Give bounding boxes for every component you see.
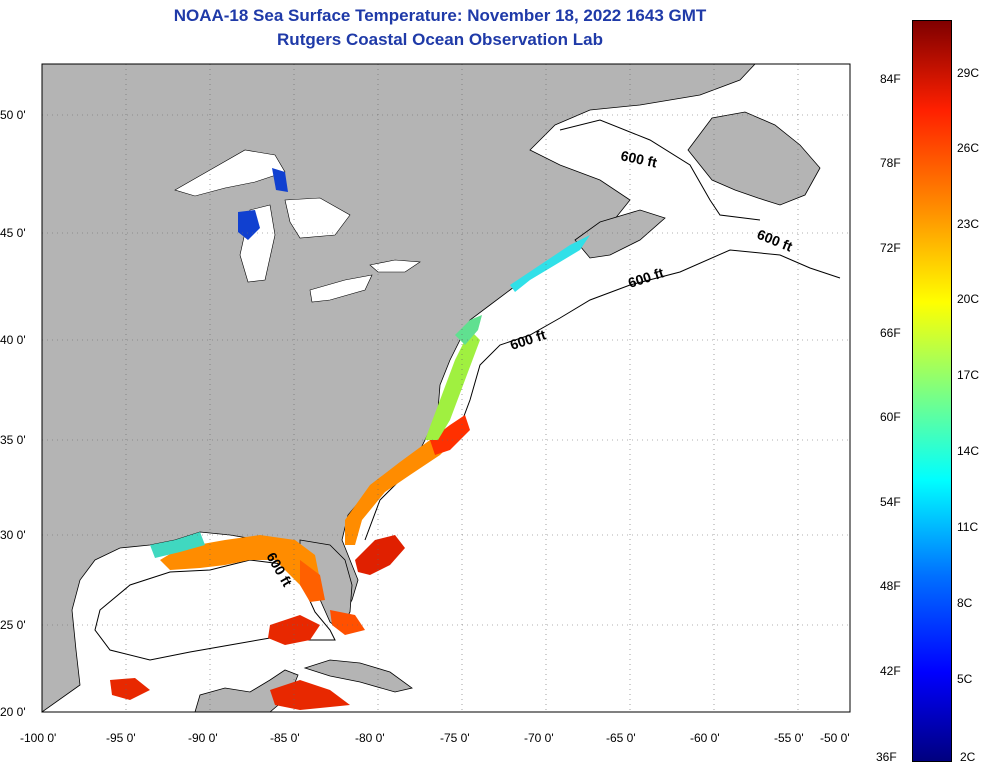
colorbar-c-label: 2C	[960, 750, 976, 764]
nova-scotia-land	[574, 209, 666, 259]
colorbar-c-label: 11C	[957, 520, 979, 534]
colorbar-f-label: 36F	[876, 750, 897, 764]
lat-label: 20 0'	[0, 705, 26, 719]
lon-label: -55 0'	[774, 731, 804, 745]
lat-label: 25 0'	[0, 618, 26, 632]
plot-frame	[41, 63, 851, 713]
gulf-st-lawrence-contour	[559, 119, 761, 221]
lon-label: -65 0'	[606, 731, 636, 745]
colorbar-f-label: 66F	[880, 326, 901, 340]
colorbar-c-label: 17C	[957, 368, 980, 382]
colorbar-c-label: 26C	[957, 141, 980, 155]
sst-data-overlay	[110, 168, 590, 710]
lat-label: 40 0'	[0, 333, 26, 347]
lat-label: 45 0'	[0, 226, 26, 240]
colorbar-f-label: 60F	[880, 410, 901, 424]
colorbar-f-label: 48F	[880, 579, 901, 593]
sst-map: 600 ft 600 ft 600 ft 600 ft 600 ft 50 0'…	[0, 63, 851, 745]
colorbar-f-label: 84F	[880, 72, 901, 86]
lon-label: -95 0'	[106, 731, 136, 745]
colorbar-c-label: 14C	[957, 444, 980, 458]
colorbar-c-label: 5C	[957, 672, 973, 686]
colorbar-f-label: 72F	[880, 241, 901, 255]
colorbar-c-label: 23C	[957, 217, 980, 231]
colorbar-c-label: 29C	[957, 66, 980, 80]
map-title: NOAA-18 Sea Surface Temperature: Novembe…	[173, 6, 707, 25]
lon-label: -50 0'	[820, 731, 850, 745]
colorbar-f-label: 54F	[880, 495, 901, 509]
contour-label-st-lawrence: 600 ft	[619, 147, 658, 170]
lon-label: -75 0'	[440, 731, 470, 745]
lon-label: -60 0'	[690, 731, 720, 745]
colorbar-c-label: 20C	[957, 292, 980, 306]
gulf-shelf-contour	[94, 559, 336, 661]
lat-label: 35 0'	[0, 433, 26, 447]
graticule	[42, 64, 850, 712]
colorbar-c-label: 8C	[957, 596, 973, 610]
lon-label: -90 0'	[188, 731, 218, 745]
colorbar-f-label: 78F	[880, 156, 901, 170]
map-subtitle: Rutgers Coastal Ocean Observation Lab	[277, 30, 603, 49]
longitude-axis: -100 0' -95 0' -90 0' -85 0' -80 0' -75 …	[20, 731, 850, 745]
latitude-axis: 50 0' 45 0' 40 0' 35 0' 30 0' 25 0' 20 0…	[0, 108, 26, 719]
lon-label: -85 0'	[270, 731, 300, 745]
cuba-land	[303, 659, 413, 693]
lon-label: -100 0'	[20, 731, 56, 745]
lat-label: 30 0'	[0, 528, 26, 542]
temperature-colorbar	[912, 20, 952, 762]
lon-label: -70 0'	[524, 731, 554, 745]
newfoundland-land	[687, 111, 821, 206]
lat-label: 50 0'	[0, 108, 26, 122]
lon-label: -80 0'	[355, 731, 385, 745]
colorbar-f-label: 42F	[880, 664, 901, 678]
